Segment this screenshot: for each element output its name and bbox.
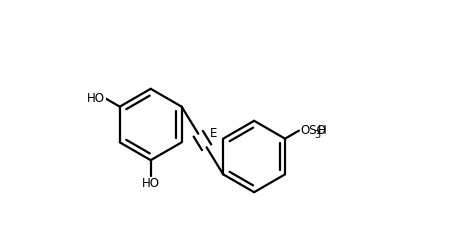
Text: E: E: [210, 127, 218, 140]
Text: H: H: [318, 124, 327, 137]
Text: HO: HO: [87, 92, 105, 105]
Text: HO: HO: [142, 178, 160, 190]
Text: 3: 3: [314, 129, 320, 140]
Text: OSO: OSO: [300, 124, 326, 137]
